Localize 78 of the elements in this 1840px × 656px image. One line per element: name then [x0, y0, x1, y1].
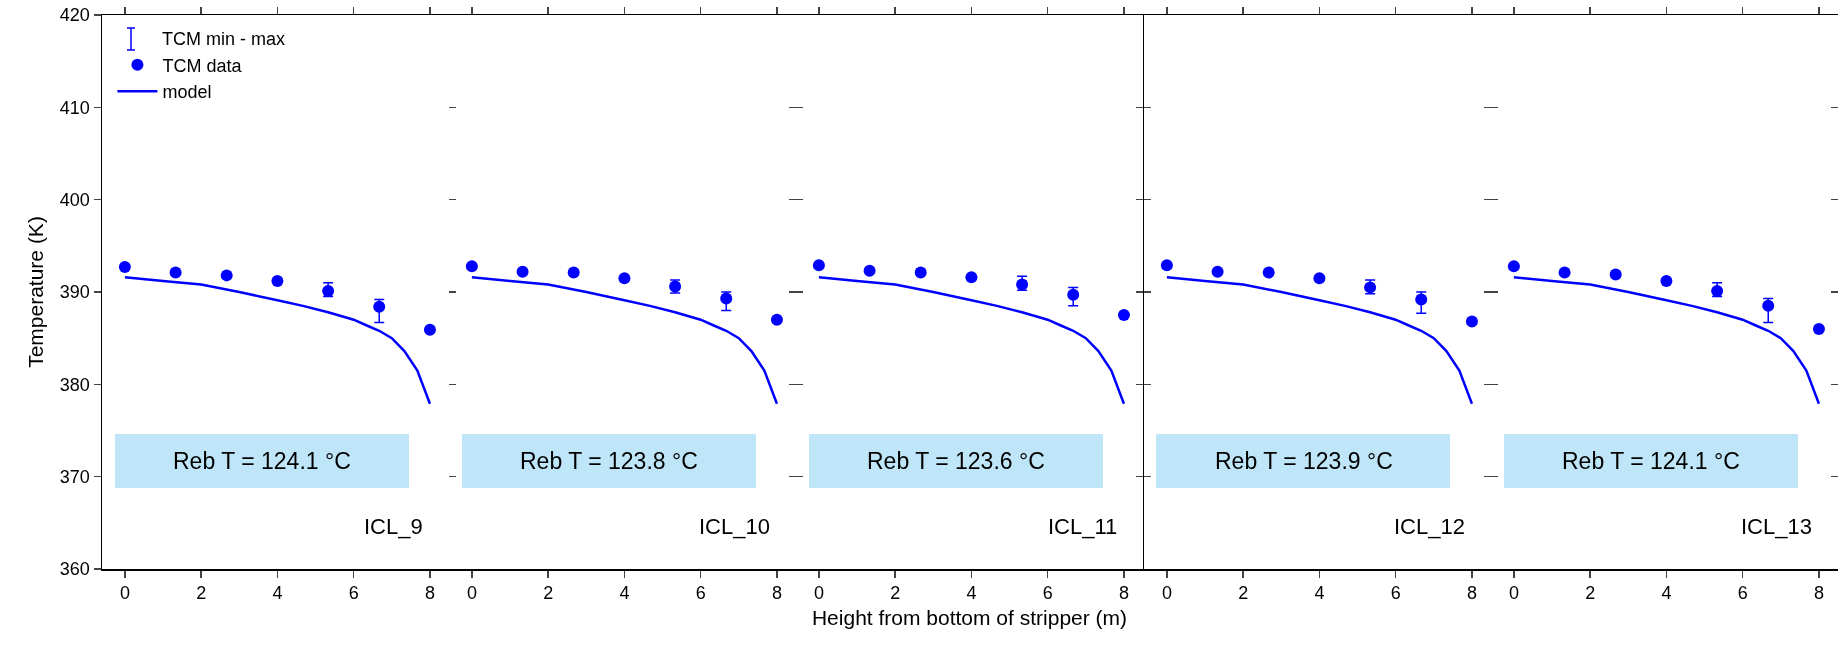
annotation: Reb T = 123.6 °C	[867, 448, 1046, 474]
point	[1812, 322, 1825, 335]
point	[1660, 274, 1673, 287]
y-tick-label: 400	[59, 189, 90, 210]
point	[1067, 288, 1080, 301]
x-tick-label: 2	[1584, 583, 1595, 604]
x-tick-label: 4	[619, 583, 630, 604]
x-tick-label: 4	[1314, 583, 1325, 604]
annotation: Reb T = 123.8 °C	[520, 448, 698, 474]
x-tick-label: 0	[814, 583, 825, 604]
annotation: ICL_11	[1048, 514, 1118, 539]
y-tick-label: 410	[59, 97, 90, 118]
point	[618, 272, 631, 285]
point	[771, 313, 784, 326]
annotation: Reb T = 123.9 °C	[1214, 448, 1393, 474]
point	[1160, 259, 1173, 272]
point	[516, 265, 529, 278]
annotation: Reb T = 124.1 °C	[1561, 448, 1740, 474]
point	[373, 300, 386, 313]
annotation: ICL_13	[1740, 514, 1812, 539]
x-tick-label: 6	[1043, 583, 1054, 604]
x-tick-label: 0	[467, 583, 478, 604]
point	[169, 266, 182, 279]
point	[720, 292, 733, 305]
x-axis-title: Height from bottom of stripper (m)	[812, 606, 1128, 630]
legend-label: model	[162, 82, 212, 103]
x-tick-label: 8	[1813, 583, 1824, 604]
x-tick-label: 0	[1508, 583, 1519, 604]
x-tick-label: 2	[890, 583, 901, 604]
legend-label: TCM data	[162, 55, 243, 76]
x-tick-label: 4	[1661, 583, 1672, 604]
x-tick-label: 8	[1466, 583, 1477, 604]
point	[423, 323, 436, 336]
annotation: ICL_9	[364, 514, 423, 539]
point	[965, 271, 978, 284]
point	[1262, 266, 1275, 279]
x-tick-label: 2	[543, 583, 554, 604]
point	[118, 261, 131, 274]
y-axis-title: Temperature (K)	[24, 216, 48, 368]
x-tick-label: 2	[1237, 583, 1248, 604]
x-tick-label: 6	[1737, 583, 1748, 604]
annotation: ICL_12	[1393, 514, 1465, 539]
point	[813, 259, 826, 272]
y-tick-label: 360	[59, 559, 90, 580]
x-tick-label: 0	[119, 583, 130, 604]
x-tick-label: 4	[966, 583, 977, 604]
point	[1762, 299, 1775, 312]
point	[567, 266, 580, 279]
annotation: TCM min - max	[162, 29, 285, 49]
x-tick-label: 6	[1390, 583, 1401, 604]
point	[1609, 268, 1622, 281]
x-tick-label: 2	[196, 583, 207, 604]
point	[1507, 260, 1520, 273]
x-tick-label: 6	[348, 583, 359, 604]
x-tick-label: 0	[1161, 583, 1172, 604]
point	[1414, 293, 1427, 306]
point	[271, 274, 284, 287]
point	[1465, 315, 1478, 328]
x-tick-label: 6	[695, 583, 706, 604]
point	[1313, 272, 1325, 285]
x-tick-label: 8	[1119, 583, 1130, 604]
y-tick-label: 390	[59, 282, 90, 303]
x-tick-label: 4	[272, 583, 283, 604]
y-tick-label: 370	[59, 466, 90, 487]
point	[1118, 309, 1131, 322]
y-tick-label: 380	[59, 374, 90, 395]
x-tick-label: 8	[772, 583, 783, 604]
point	[1211, 265, 1224, 278]
annotation: ICL_10	[699, 514, 771, 539]
point	[1558, 266, 1571, 279]
line-series	[123, 275, 432, 405]
point	[220, 269, 233, 282]
point	[915, 266, 928, 279]
y-tick-label: 420	[59, 5, 90, 26]
point	[466, 260, 479, 273]
annotation: Reb T = 124.1 °C	[173, 448, 351, 474]
x-tick-label: 8	[424, 583, 435, 604]
point	[863, 264, 876, 277]
